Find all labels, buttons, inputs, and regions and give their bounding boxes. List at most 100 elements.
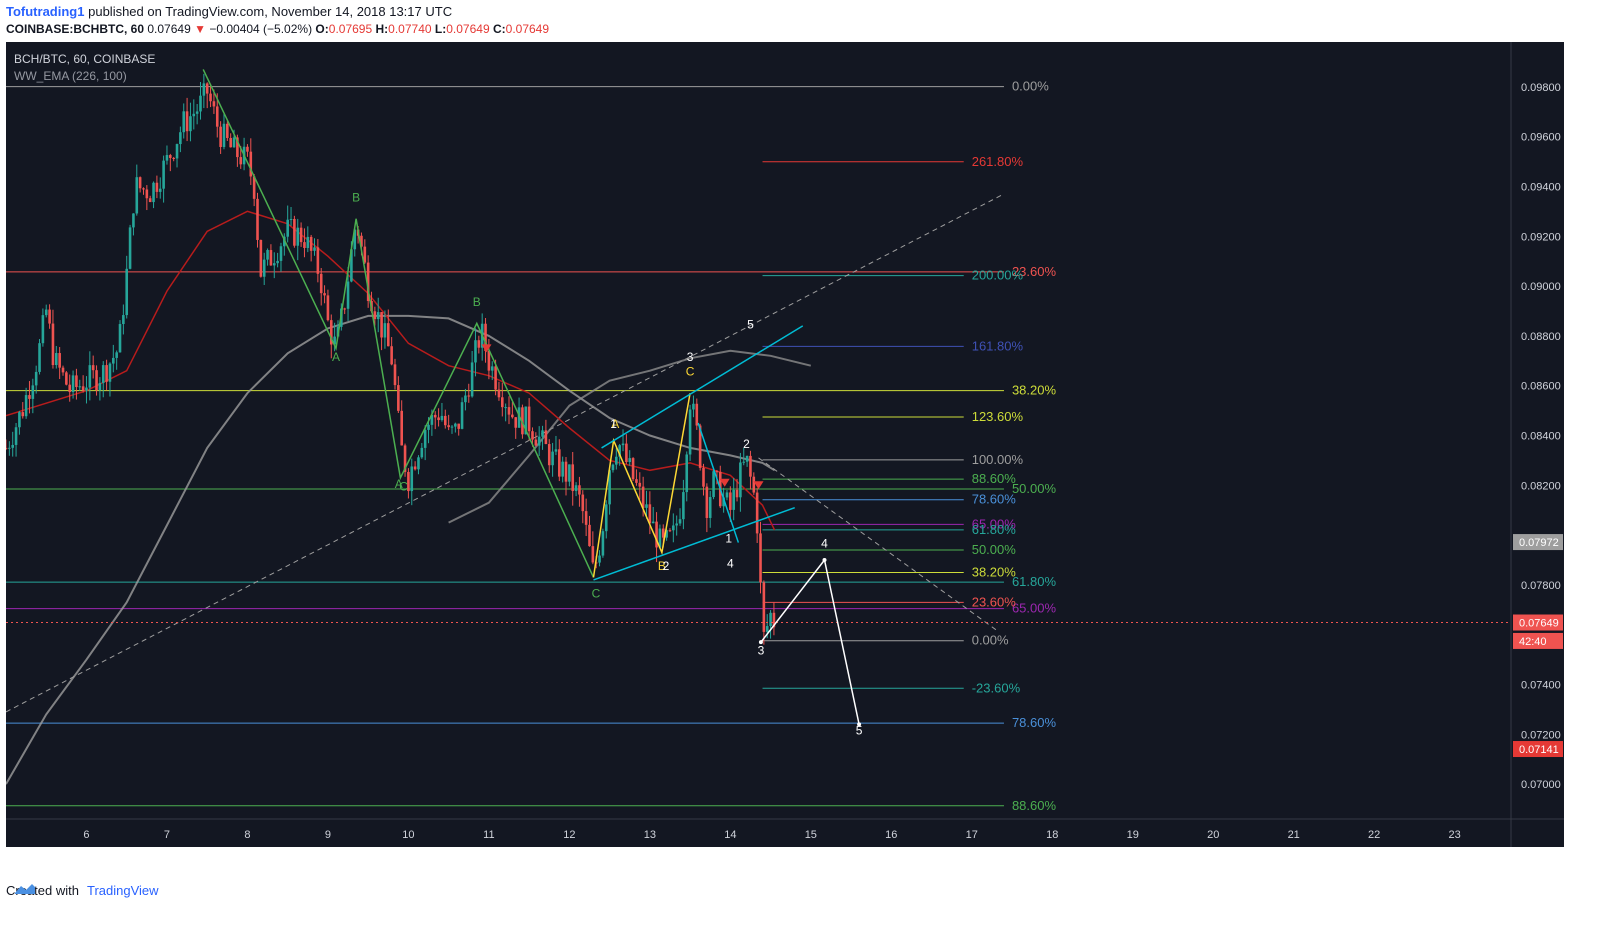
legend-indicator[interactable]: WW_EMA (226, 100)	[14, 69, 127, 83]
candle-body	[729, 492, 732, 510]
candle-body	[296, 227, 300, 246]
candle-body	[165, 155, 169, 161]
fib-extension-label: -23.60%	[972, 680, 1021, 695]
candle-body	[457, 423, 461, 429]
candle-body	[350, 249, 353, 282]
candle-body	[437, 417, 440, 421]
candle-body	[541, 430, 544, 437]
candle-body	[739, 462, 742, 498]
candle-body	[209, 93, 212, 102]
candle-body	[376, 312, 380, 320]
candle-body	[484, 323, 487, 351]
close-label: C:	[492, 22, 506, 36]
chart-panel[interactable]: 0.00% 23.60% 38.20% 50.00% 61.80% 65.00% 78.60…	[6, 42, 1564, 847]
symbol-label: COINBASE:BCHBTC, 60	[6, 22, 145, 36]
candle-body	[427, 424, 430, 430]
candle-body	[487, 350, 491, 371]
footer: Created with TradingView	[6, 883, 159, 898]
x-tick-label: 15	[805, 829, 817, 841]
candle-body	[443, 415, 447, 426]
candle-body	[698, 425, 702, 468]
candle-body	[574, 485, 578, 491]
candle-body	[309, 236, 313, 251]
candle-body	[122, 315, 125, 325]
candle-body	[454, 423, 457, 427]
y-tick-label: 0.08200	[1521, 480, 1561, 492]
candle-body	[182, 111, 186, 133]
wave-label-green: C	[592, 586, 601, 600]
price-chart[interactable]: 0.00%23.60%38.20%50.00%61.80%65.00%78.60…	[6, 42, 1564, 847]
candle-body	[262, 259, 266, 277]
fib-extension-label: 200.00%	[972, 268, 1024, 283]
y-tick-label: 0.07400	[1521, 680, 1561, 692]
candle-body	[272, 263, 276, 266]
price-tag-label: 0.07141	[1519, 744, 1559, 756]
candle-body	[108, 363, 112, 382]
candle-body	[591, 546, 595, 563]
close-value: 0.07649	[505, 22, 550, 36]
candle-body	[303, 242, 306, 248]
candle-body	[551, 451, 554, 466]
projection-point	[857, 722, 862, 727]
candle-body	[246, 146, 249, 152]
y-tick-label: 0.09000	[1521, 281, 1561, 293]
candle-body	[621, 443, 625, 446]
y-tick-label: 0.07800	[1521, 580, 1561, 592]
candle-body	[708, 497, 712, 518]
x-tick-label: 12	[563, 829, 575, 841]
trendline-group	[6, 193, 1005, 713]
candle-body	[105, 365, 108, 382]
publisher-username[interactable]: Tofutrading1	[6, 4, 85, 19]
fib-level-label: 23.60%	[1012, 264, 1057, 279]
candle-body	[433, 414, 437, 418]
wave-abc-green-line	[202, 69, 595, 578]
candle-body	[678, 519, 682, 524]
created-with-label: Created with	[6, 883, 79, 898]
diagonal-trendline	[6, 193, 1005, 713]
x-tick-label: 16	[885, 829, 897, 841]
tradingview-brand-link[interactable]: TradingView	[86, 883, 159, 898]
candle-body	[199, 95, 202, 112]
candle-body	[158, 188, 162, 192]
candle-body	[75, 375, 78, 388]
down-arrow-icon: ▼	[194, 22, 206, 36]
x-tick-label: 8	[244, 829, 250, 841]
candle-body	[521, 407, 524, 435]
impulse-label: 3	[758, 644, 765, 658]
candle-body	[403, 445, 407, 472]
wave-label-green: B	[473, 295, 481, 309]
candle-body	[88, 365, 92, 388]
candle-body	[269, 250, 273, 266]
candle-body	[192, 113, 196, 117]
candle-body	[323, 293, 326, 296]
fib-level-label: 50.00%	[1012, 481, 1057, 496]
candle-body	[524, 406, 528, 435]
fib-level-label: 38.20%	[1012, 383, 1057, 398]
candle-body	[289, 218, 293, 220]
candle-body	[470, 362, 474, 397]
candle-body	[386, 323, 390, 347]
candle-body	[725, 492, 729, 498]
candle-body	[306, 236, 310, 248]
candle-body	[101, 365, 105, 383]
impulse-label: 5	[856, 723, 863, 737]
x-tick-label: 18	[1046, 829, 1058, 841]
candles-group	[6, 73, 1511, 645]
candle-body	[645, 504, 648, 508]
x-tick-label: 10	[402, 829, 414, 841]
candle-body	[58, 353, 61, 368]
candle-body	[501, 397, 504, 408]
candle-body	[601, 531, 605, 556]
candle-body	[329, 320, 333, 345]
impulse-label: 1	[725, 532, 732, 546]
candle-body	[497, 389, 501, 398]
price-tag-label: 42:40	[1519, 636, 1547, 648]
candle-body	[346, 281, 350, 309]
candle-body	[363, 246, 367, 263]
candle-body	[138, 177, 142, 189]
candle-body	[675, 523, 678, 526]
low-label: L:	[434, 22, 447, 36]
candle-body	[326, 295, 330, 321]
high-label: H:	[375, 22, 389, 36]
impulse-label: 2	[663, 559, 670, 573]
